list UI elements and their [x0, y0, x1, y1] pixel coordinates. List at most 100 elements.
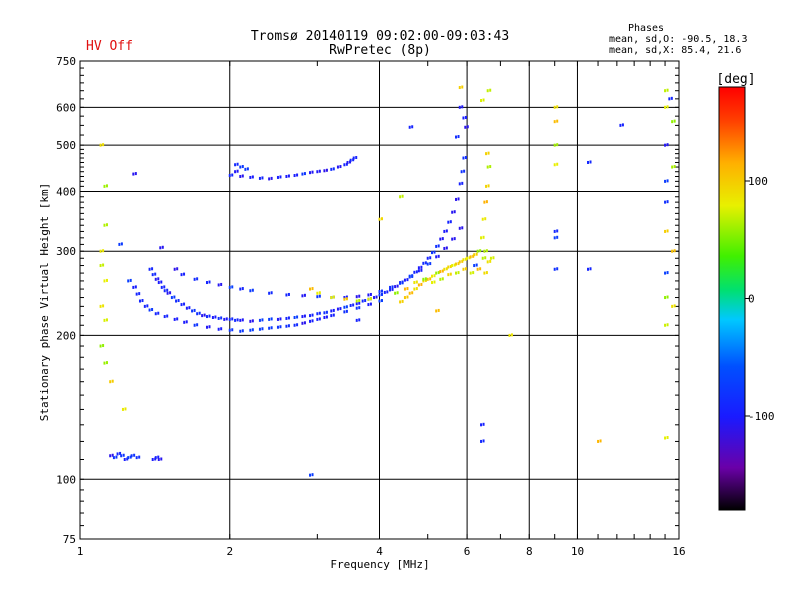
- data-point: [415, 287, 418, 291]
- data-point: [441, 277, 444, 281]
- data-point: [99, 304, 102, 308]
- data-point: [355, 156, 358, 160]
- data-point: [420, 268, 423, 272]
- data-point: [166, 288, 169, 292]
- data-point: [129, 278, 132, 282]
- data-point: [345, 297, 348, 301]
- data-point: [103, 223, 106, 227]
- data-point: [336, 307, 339, 311]
- data-point: [486, 260, 489, 264]
- data-point: [120, 242, 123, 246]
- data-point: [553, 267, 556, 271]
- data-point: [345, 305, 348, 309]
- data-point: [123, 457, 126, 461]
- chart-subtitle: RwPretec (8p): [329, 43, 431, 58]
- data-point: [381, 217, 383, 221]
- data-point: [241, 329, 244, 333]
- data-point: [185, 306, 188, 310]
- data-point: [358, 318, 361, 322]
- data-point: [664, 271, 667, 275]
- data-point: [241, 318, 244, 322]
- data-point: [420, 282, 423, 286]
- data-point: [296, 323, 299, 327]
- data-point: [411, 125, 414, 129]
- data-point: [127, 279, 130, 283]
- data-point: [239, 174, 242, 178]
- data-point: [160, 280, 163, 284]
- data-point: [475, 263, 478, 267]
- data-point: [417, 266, 420, 270]
- data-point: [146, 304, 149, 308]
- data-point: [196, 323, 199, 327]
- data-point: [481, 217, 484, 221]
- data-point: [489, 165, 492, 169]
- data-point: [220, 282, 223, 286]
- data-point: [472, 254, 475, 258]
- data-point: [330, 296, 333, 300]
- data-point: [258, 176, 261, 180]
- data-point: [285, 174, 288, 178]
- data-point: [417, 283, 420, 287]
- data-point: [464, 267, 467, 271]
- data-point: [318, 169, 321, 173]
- phases-x-stats: mean, sd,X: 85.4, 21.6: [609, 45, 741, 56]
- phases-o-stats: mean, sd,O: -90.5, 18.3: [609, 34, 747, 45]
- data-point: [102, 304, 105, 308]
- data-point: [276, 325, 279, 329]
- data-point: [451, 237, 454, 241]
- data-point: [443, 229, 446, 233]
- data-point: [449, 220, 452, 224]
- data-point: [231, 173, 234, 177]
- data-point: [666, 435, 669, 439]
- data-point: [619, 123, 622, 127]
- data-point: [553, 143, 556, 147]
- data-point: [439, 277, 442, 281]
- data-point: [261, 327, 264, 331]
- data-point: [464, 125, 467, 129]
- data-point: [105, 318, 108, 322]
- data-point: [399, 281, 402, 285]
- data-point: [437, 271, 440, 275]
- data-point: [285, 293, 288, 297]
- data-point: [445, 267, 448, 271]
- colorbar-ticks: 100 0 -100: [745, 175, 775, 423]
- data-point: [455, 135, 458, 139]
- data-point: [449, 272, 452, 276]
- data-point: [138, 299, 141, 303]
- data-point: [461, 105, 464, 109]
- data-point: [447, 273, 450, 277]
- data-point: [433, 274, 436, 278]
- data-point: [556, 235, 559, 239]
- data-point: [311, 473, 314, 477]
- data-point: [154, 456, 157, 460]
- data-point: [180, 303, 183, 307]
- data-point: [597, 439, 600, 443]
- data-point: [225, 317, 228, 321]
- data-point: [183, 320, 186, 324]
- data-point: [481, 256, 484, 260]
- data-point: [175, 299, 178, 303]
- data-point: [346, 160, 349, 164]
- data-point: [381, 299, 383, 303]
- data-point: [311, 287, 314, 291]
- data-point: [367, 297, 370, 301]
- data-point: [160, 457, 163, 461]
- data-point: [453, 210, 456, 214]
- data-point: [415, 270, 418, 274]
- data-point: [408, 275, 411, 279]
- data-point: [492, 256, 495, 260]
- data-point: [236, 318, 239, 322]
- data-point: [479, 249, 482, 253]
- data-point: [309, 319, 312, 323]
- y-tick-label: 100: [56, 473, 76, 486]
- data-point: [166, 291, 169, 295]
- data-point: [196, 312, 199, 316]
- x-axis-ticks: 1 2 4 6 8 10 16: [77, 61, 686, 558]
- data-point: [464, 115, 467, 119]
- data-point: [231, 317, 234, 321]
- data-point: [447, 265, 450, 269]
- data-point: [508, 333, 511, 337]
- colorbar-tick-label: 0: [748, 293, 755, 306]
- data-point: [352, 156, 355, 160]
- data-point: [464, 257, 467, 261]
